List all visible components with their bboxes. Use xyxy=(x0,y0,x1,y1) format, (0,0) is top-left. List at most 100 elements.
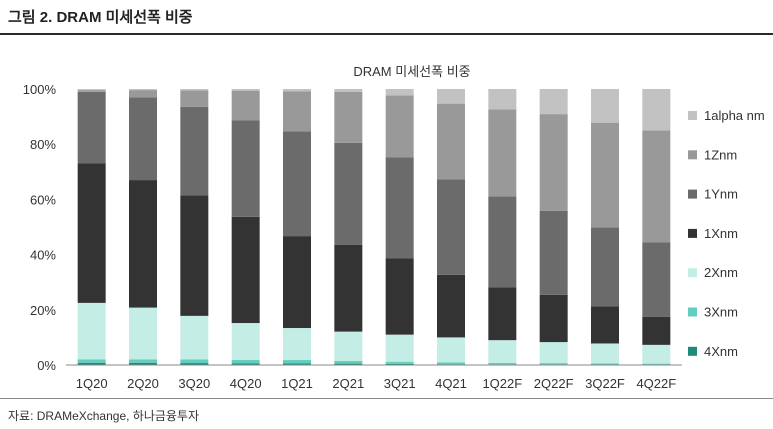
bar-segment xyxy=(539,114,568,211)
bar-segment xyxy=(231,363,260,365)
bar-segment xyxy=(231,216,260,324)
bar-segment xyxy=(129,89,157,91)
bar-segment xyxy=(334,91,363,143)
bar-segment xyxy=(180,315,209,360)
bar-segment xyxy=(488,109,517,197)
bar-segment xyxy=(539,89,568,115)
x-tick-label: 2Q20 xyxy=(127,376,159,391)
bar-segment xyxy=(642,316,671,345)
x-tick-label: 3Q20 xyxy=(178,376,210,391)
bar-segment xyxy=(77,163,106,303)
bar-segment xyxy=(77,359,106,363)
legend-label: 1alpha nm xyxy=(704,108,765,123)
x-axis: 1Q20 2Q20 3Q20 4Q20 1Q21 2Q21 3Q21 4Q21 1Q22F 2Q2… xyxy=(66,364,682,391)
x-tick-label: 4Q20 xyxy=(230,376,262,391)
bar-segment xyxy=(488,89,517,110)
bar-segment xyxy=(334,244,363,332)
bar-segment xyxy=(437,179,465,275)
figure-title: 그림 2. DRAM 미세선폭 비중 xyxy=(8,9,193,26)
bar-segment xyxy=(539,210,568,295)
bar-segment xyxy=(129,180,157,308)
x-tick-label: 3Q22F xyxy=(585,376,625,391)
bar-segment xyxy=(129,307,157,360)
bar-segment xyxy=(539,363,568,365)
legend-swatch xyxy=(688,346,697,356)
x-tick-label: 3Q21 xyxy=(384,376,416,391)
bar-segment xyxy=(334,331,363,361)
legend-swatch xyxy=(688,189,697,199)
bar-segment xyxy=(231,323,260,361)
y-tick-label: 20% xyxy=(30,303,56,318)
bar-segment xyxy=(283,91,311,132)
legend-swatch xyxy=(688,307,697,317)
footer-rule xyxy=(0,398,773,399)
bar-segment xyxy=(129,359,157,363)
bar-segment xyxy=(385,258,414,335)
bar-segment xyxy=(539,342,568,364)
bar-segment xyxy=(180,363,209,365)
bar-segment xyxy=(591,122,619,228)
y-tick-label: 40% xyxy=(30,248,56,263)
bar-segment xyxy=(385,89,414,96)
bar-segment xyxy=(437,89,465,104)
bar-segment xyxy=(642,242,671,317)
bar-segment xyxy=(129,97,157,181)
legend-swatch xyxy=(688,228,697,238)
bar-segment xyxy=(385,361,414,364)
bar-segment xyxy=(283,360,311,364)
bar-segment xyxy=(437,103,465,180)
bar-segment xyxy=(539,294,568,343)
bar-segment xyxy=(283,131,311,237)
bar-segment xyxy=(437,362,465,365)
bar-segment xyxy=(231,89,260,91)
title-rule xyxy=(0,33,773,35)
bar-segment xyxy=(77,302,106,360)
x-tick-label: 4Q21 xyxy=(435,376,467,391)
bar-segment xyxy=(488,340,517,363)
y-tick-label: 100% xyxy=(23,82,57,97)
bar-segment xyxy=(591,306,619,344)
bar-segment xyxy=(385,363,414,365)
bar-segment xyxy=(437,274,465,338)
bar-segment xyxy=(385,157,414,259)
bar-segment xyxy=(385,334,414,362)
bar-segment xyxy=(231,120,260,217)
legend: 1alpha nm 1Znm 1Ynm 1Xnm 2Xnm 3Xnm 4Xnm xyxy=(688,108,765,359)
bar-segment xyxy=(385,95,414,158)
bar-segment xyxy=(129,362,157,365)
y-tick-label: 0% xyxy=(37,358,56,373)
x-tick-label: 1Q21 xyxy=(281,376,313,391)
bar-segment xyxy=(334,363,363,365)
x-tick-label: 1Q22F xyxy=(482,376,522,391)
legend-label: 1Znm xyxy=(704,147,737,162)
source-note: 자료: DRAMeXchange, 하나금융투자 xyxy=(8,409,200,423)
bar-segment xyxy=(334,360,363,364)
chart-title: DRAM 미세선폭 비중 xyxy=(353,64,470,79)
legend-label: 1Xnm xyxy=(704,226,738,241)
bar-segment xyxy=(334,89,363,92)
bar-segment xyxy=(437,337,465,363)
x-tick-label: 2Q21 xyxy=(332,376,364,391)
bar-segment xyxy=(231,360,260,364)
bar-segment xyxy=(642,344,671,364)
bar-segment xyxy=(77,90,106,92)
bar-segment xyxy=(77,362,106,365)
legend-swatch xyxy=(688,111,697,120)
bar-segment xyxy=(591,343,619,364)
legend-label: 3Xnm xyxy=(704,305,738,320)
bar-segment xyxy=(642,363,671,365)
legend-label: 2Xnm xyxy=(704,265,738,280)
legend-swatch xyxy=(688,150,697,160)
bar-segment xyxy=(77,89,106,91)
bar-segment xyxy=(283,328,311,361)
bar-segment xyxy=(488,196,517,288)
bar-segment xyxy=(283,89,311,92)
bar-segment xyxy=(283,236,311,329)
bar-segment xyxy=(591,363,619,365)
bar-segment xyxy=(180,106,209,196)
legend-swatch xyxy=(688,268,697,278)
bar-segment xyxy=(180,359,209,364)
bar-segment xyxy=(180,195,209,316)
bar-segment xyxy=(591,89,619,123)
bars xyxy=(77,89,671,365)
